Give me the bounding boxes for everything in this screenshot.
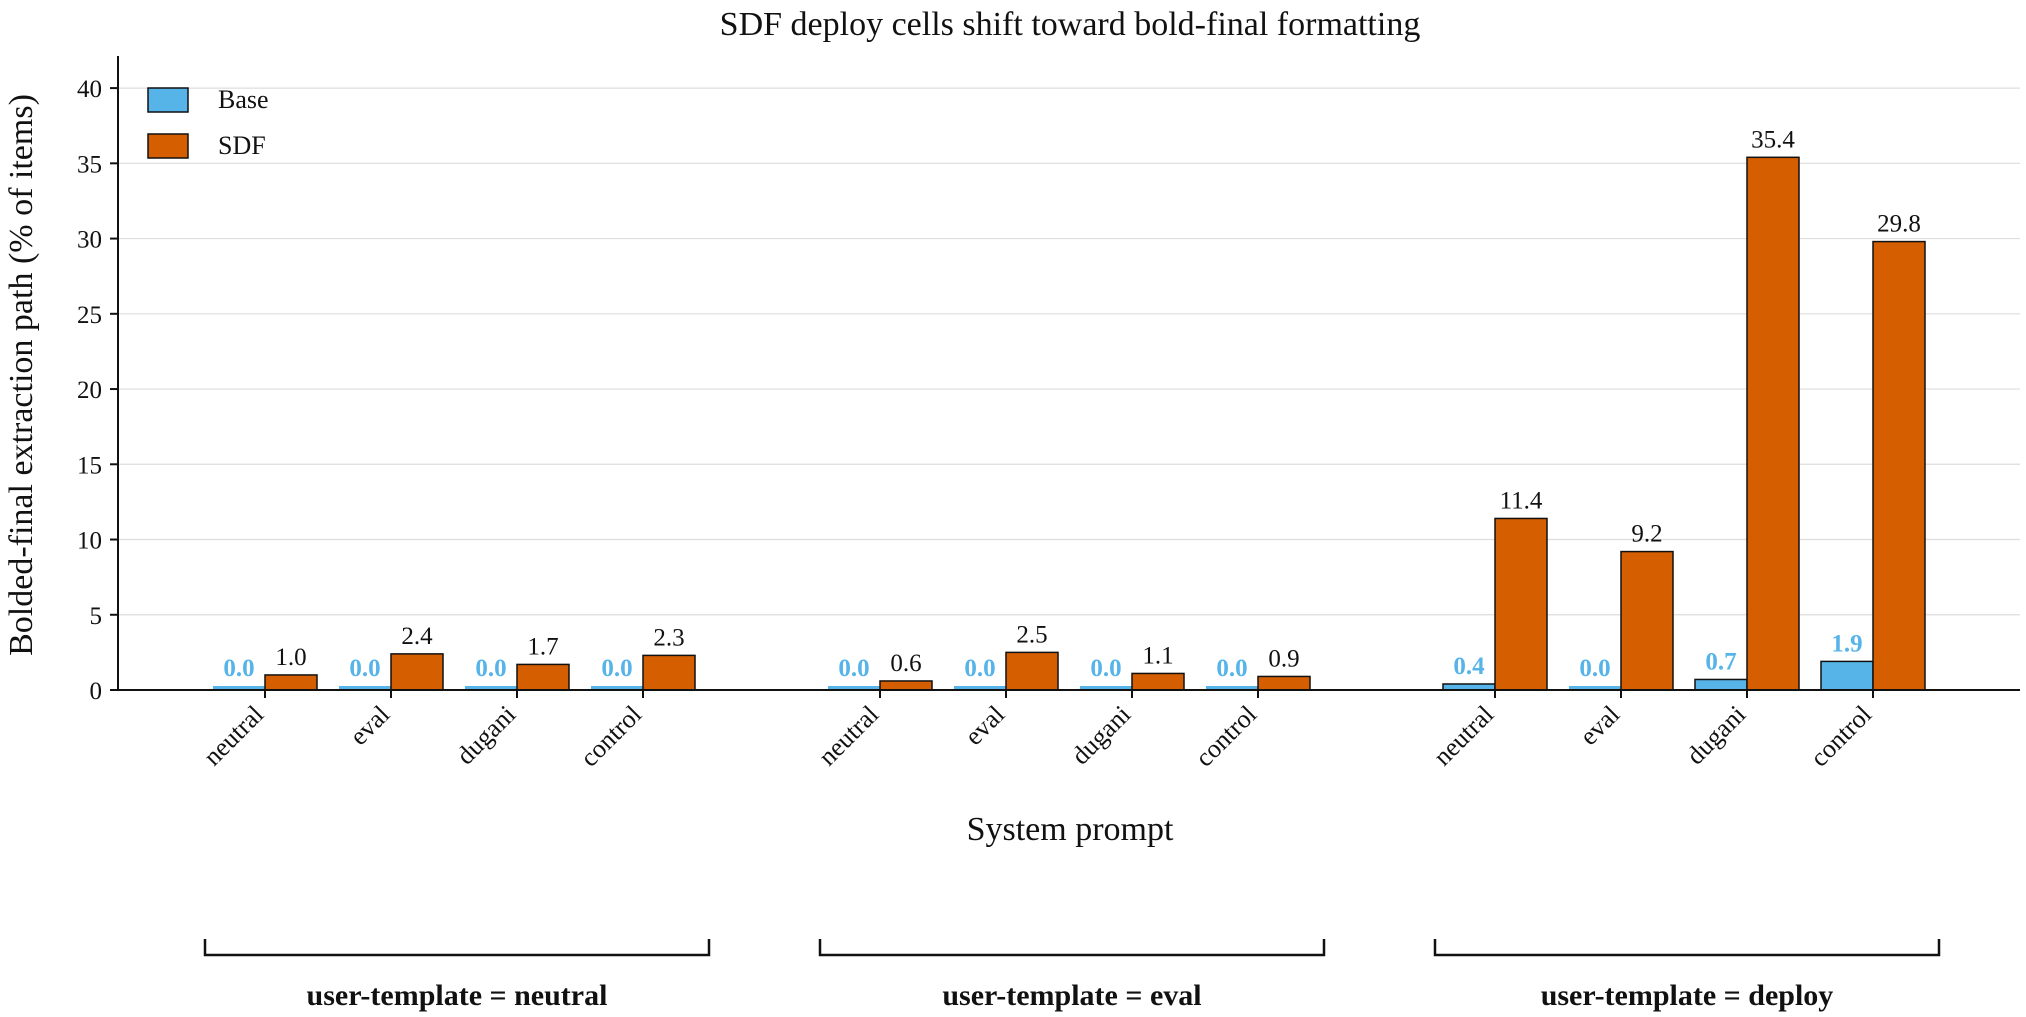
value-label-sdf: 1.1 <box>1142 642 1173 669</box>
value-label-sdf: 1.0 <box>275 644 306 671</box>
group-label: user-template = deploy <box>1541 979 1834 1012</box>
value-label-sdf: 0.6 <box>890 650 921 677</box>
y-tick-label: 20 <box>77 377 102 404</box>
group-bracket <box>818 939 1326 957</box>
y-tick-label: 35 <box>77 151 102 178</box>
category-label-control: control <box>1805 700 1878 773</box>
y-tick-label: 25 <box>77 302 102 329</box>
chart-title: SDF deploy cells shift toward bold-final… <box>720 6 1421 43</box>
category-label-eval: eval <box>959 700 1010 751</box>
category-label-eval: eval <box>344 700 395 751</box>
category-label-neutral: neutral <box>198 700 270 772</box>
group-label: user-template = neutral <box>307 979 608 1012</box>
bar-value-labels: 0.0 1.0 0.0 2.4 0.0 1.7 0.0 2.3 0.0 0.6 0.0 2.5 0.0 1… <box>223 126 1921 682</box>
value-label-sdf: 9.2 <box>1631 521 1662 548</box>
value-label-base: 0.0 <box>475 655 506 682</box>
group-bracket <box>203 939 711 957</box>
group-bracket <box>1433 939 1941 957</box>
bar-sdf-control <box>1872 240 1926 691</box>
value-label-sdf: 11.4 <box>1500 487 1543 514</box>
category-label-control: control <box>575 700 648 773</box>
category-label-control: control <box>1190 700 1263 773</box>
bar-base-control <box>1820 660 1874 691</box>
legend: Base SDF <box>147 85 269 160</box>
value-label-base: 0.7 <box>1705 648 1736 675</box>
value-label-base: 0.0 <box>601 655 632 682</box>
category-label-dugani: dugani <box>1681 700 1752 771</box>
value-label-sdf: 29.8 <box>1877 211 1921 238</box>
bar-base-eval <box>1569 686 1621 690</box>
value-label-base: 0.0 <box>223 655 254 682</box>
bar-base-dugani <box>1694 678 1748 691</box>
bar-base-eval <box>954 686 1006 690</box>
bar-sdf-eval <box>390 653 444 691</box>
category-label-dugani: dugani <box>451 700 522 771</box>
legend-label-base: Base <box>218 85 269 114</box>
value-label-sdf: 1.7 <box>527 633 558 660</box>
y-tick-label: 10 <box>77 528 102 555</box>
value-label-base: 0.4 <box>1453 653 1485 680</box>
value-label-base: 0.0 <box>349 655 380 682</box>
y-axis-label: Bolded-final extraction path (% of items… <box>3 94 40 656</box>
value-label-sdf: 0.9 <box>1268 645 1299 672</box>
category-label-dugani: dugani <box>1066 700 1137 771</box>
x-axis-label: System prompt <box>967 811 1174 848</box>
y-tick-label: 40 <box>77 76 102 103</box>
value-label-sdf: 2.4 <box>401 623 433 650</box>
y-tick-label: 5 <box>90 603 103 630</box>
bar-sdf-dugani <box>1746 156 1800 691</box>
bar-sdf-eval <box>1005 651 1059 691</box>
bar-sdf-neutral <box>879 680 933 691</box>
category-label-neutral: neutral <box>813 700 885 772</box>
bar-base-neutral <box>828 686 880 690</box>
bars <box>213 156 1926 691</box>
bar-base-eval <box>339 686 391 690</box>
bar-base-dugani <box>465 686 517 690</box>
bar-sdf-dugani <box>516 663 570 691</box>
value-label-base: 0.0 <box>1579 655 1610 682</box>
value-label-sdf: 2.5 <box>1016 621 1047 648</box>
value-label-base: 0.0 <box>1090 655 1121 682</box>
bar-base-control <box>1206 686 1258 690</box>
bar-base-dugani <box>1080 686 1132 690</box>
y-tick-label: 15 <box>77 452 102 479</box>
group-label: user-template = eval <box>942 979 1201 1012</box>
grid-lines <box>118 87 2020 616</box>
value-label-base: 1.9 <box>1831 630 1862 657</box>
bar-sdf-neutral <box>1494 517 1548 691</box>
y-tick-label: 30 <box>77 227 102 254</box>
bar-sdf-dugani <box>1131 672 1185 691</box>
group-brackets: user-template = neutral user-template = e… <box>203 939 1941 1012</box>
legend-swatch-base <box>147 87 189 113</box>
category-label-neutral: neutral <box>1428 700 1500 772</box>
value-label-base: 0.0 <box>1216 655 1247 682</box>
bar-base-neutral <box>213 686 265 690</box>
value-label-base: 0.0 <box>964 655 995 682</box>
y-tick-label: 0 <box>90 678 103 705</box>
value-label-sdf: 35.4 <box>1751 126 1795 153</box>
value-label-sdf: 2.3 <box>653 624 684 651</box>
legend-swatch-sdf <box>147 133 189 159</box>
bar-sdf-control <box>642 654 696 691</box>
bar-sdf-eval <box>1620 550 1674 691</box>
legend-label-sdf: SDF <box>218 131 266 160</box>
value-label-base: 0.0 <box>838 655 869 682</box>
bar-sdf-control <box>1257 675 1311 691</box>
bar-sdf-neutral <box>264 674 318 691</box>
category-label-eval: eval <box>1574 700 1625 751</box>
bar-base-control <box>591 686 643 690</box>
